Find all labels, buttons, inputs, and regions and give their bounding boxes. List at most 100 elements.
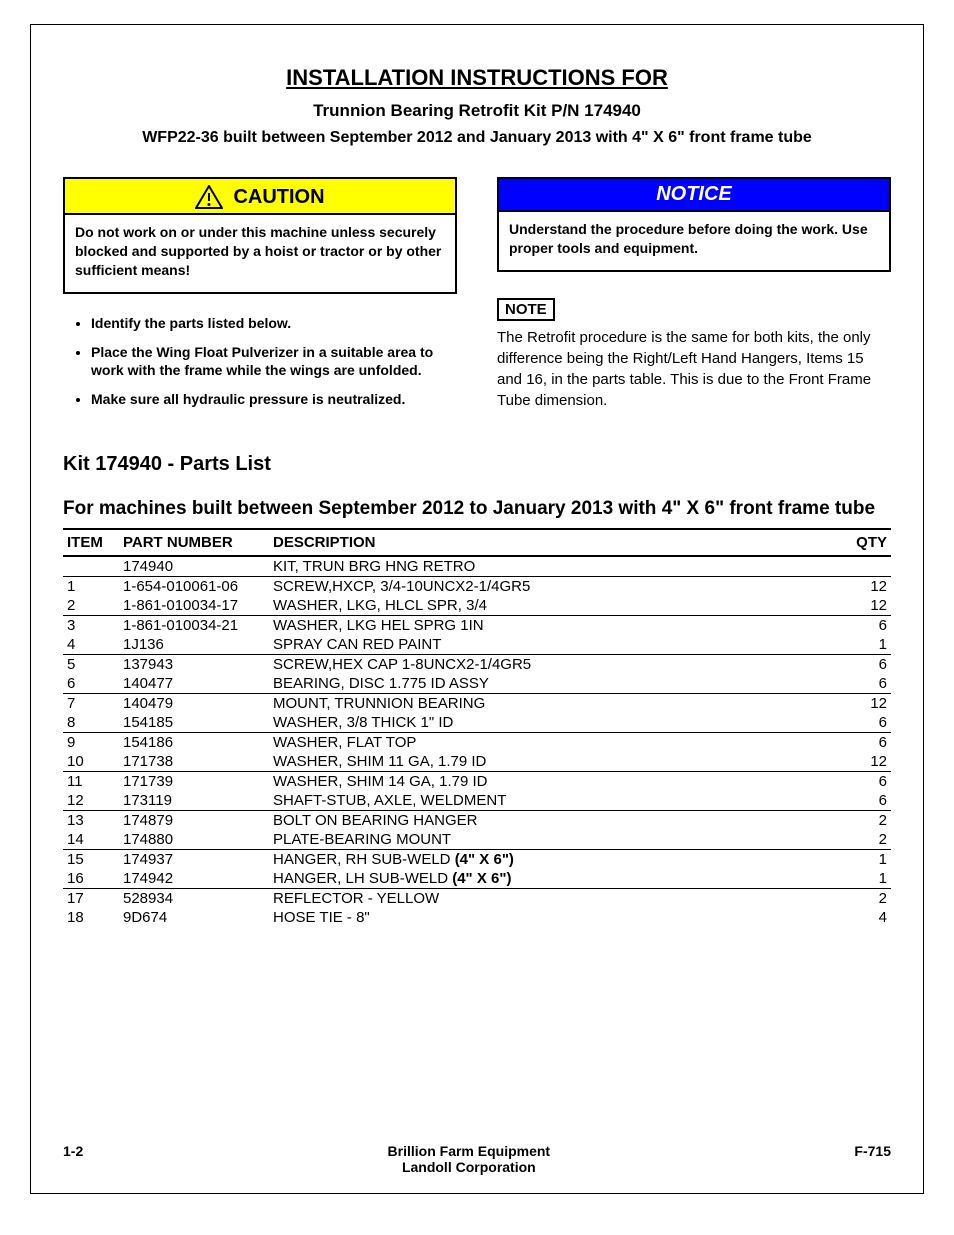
cell-part: 1-654-010061-06 bbox=[119, 576, 269, 596]
cell-qty: 6 bbox=[843, 674, 891, 694]
page-footer: 1-2 Brillion Farm Equipment Landoll Corp… bbox=[63, 1143, 891, 1175]
cell-desc: PLATE-BEARING MOUNT bbox=[269, 830, 843, 850]
cell-part: 174940 bbox=[119, 556, 269, 577]
cell-qty: 2 bbox=[843, 830, 891, 850]
cell-part: 154186 bbox=[119, 732, 269, 752]
notice-header: NOTICE bbox=[499, 179, 889, 212]
notice-box: NOTICE Understand the procedure before d… bbox=[497, 177, 891, 272]
page-frame: INSTALLATION INSTRUCTIONS FOR Trunnion B… bbox=[30, 24, 924, 1194]
cell-part: 9D674 bbox=[119, 908, 269, 927]
cell-qty bbox=[843, 556, 891, 577]
cell-part: 174879 bbox=[119, 810, 269, 830]
cell-desc: WASHER, FLAT TOP bbox=[269, 732, 843, 752]
footer-doc-number: F-715 bbox=[854, 1143, 891, 1159]
cell-item: 6 bbox=[63, 674, 119, 694]
cell-qty: 1 bbox=[843, 635, 891, 655]
col-item: ITEM bbox=[63, 529, 119, 556]
instruction-bullets: Identify the parts listed below. Place t… bbox=[63, 314, 457, 410]
cell-item: 3 bbox=[63, 615, 119, 635]
cell-item bbox=[63, 556, 119, 577]
cell-desc: BOLT ON BEARING HANGER bbox=[269, 810, 843, 830]
cell-qty: 4 bbox=[843, 908, 891, 927]
footer-page-number: 1-2 bbox=[63, 1143, 83, 1159]
footer-center: Brillion Farm Equipment Landoll Corporat… bbox=[83, 1143, 854, 1175]
table-row: 13174879BOLT ON BEARING HANGER2 bbox=[63, 810, 891, 830]
cell-part: 528934 bbox=[119, 888, 269, 908]
cell-qty: 12 bbox=[843, 576, 891, 596]
cell-item: 16 bbox=[63, 869, 119, 889]
table-row: 9154186WASHER, FLAT TOP6 bbox=[63, 732, 891, 752]
cell-desc: WASHER, 3/8 THICK 1" ID bbox=[269, 713, 843, 733]
warning-triangle-icon bbox=[195, 185, 223, 209]
cell-desc: BEARING, DISC 1.775 ID ASSY bbox=[269, 674, 843, 694]
table-row: 41J136SPRAY CAN RED PAINT1 bbox=[63, 635, 891, 655]
table-row: 12173119SHAFT-STUB, AXLE, WELDMENT6 bbox=[63, 791, 891, 811]
cell-desc: MOUNT, TRUNNION BEARING bbox=[269, 693, 843, 713]
table-row: 10171738WASHER, SHIM 11 GA, 1.79 ID12 bbox=[63, 752, 891, 772]
cell-desc: WASHER, SHIM 11 GA, 1.79 ID bbox=[269, 752, 843, 772]
cell-item: 10 bbox=[63, 752, 119, 772]
note-block: NOTE The Retrofit procedure is the same … bbox=[497, 298, 891, 411]
notice-body: Understand the procedure before doing th… bbox=[499, 212, 889, 270]
cell-qty: 2 bbox=[843, 888, 891, 908]
cell-item: 7 bbox=[63, 693, 119, 713]
cell-desc: REFLECTOR - YELLOW bbox=[269, 888, 843, 908]
table-row: 6140477BEARING, DISC 1.775 ID ASSY6 bbox=[63, 674, 891, 694]
cell-qty: 1 bbox=[843, 869, 891, 889]
cell-desc: WASHER, LKG HEL SPRG 1IN bbox=[269, 615, 843, 635]
left-column: CAUTION Do not work on or under this mac… bbox=[63, 177, 457, 419]
main-title: INSTALLATION INSTRUCTIONS FOR bbox=[63, 65, 891, 91]
table-row: 16174942HANGER, LH SUB-WELD (4" X 6")1 bbox=[63, 869, 891, 889]
cell-qty: 6 bbox=[843, 615, 891, 635]
cell-desc: WASHER, LKG, HLCL SPR, 3/4 bbox=[269, 596, 843, 616]
caution-box: CAUTION Do not work on or under this mac… bbox=[63, 177, 457, 294]
cell-item: 11 bbox=[63, 771, 119, 791]
cell-part: 1-861-010034-21 bbox=[119, 615, 269, 635]
cell-qty: 12 bbox=[843, 596, 891, 616]
footer-company-2: Landoll Corporation bbox=[83, 1159, 854, 1175]
cell-qty: 6 bbox=[843, 732, 891, 752]
cell-qty: 12 bbox=[843, 693, 891, 713]
cell-qty: 6 bbox=[843, 771, 891, 791]
cell-qty: 2 bbox=[843, 810, 891, 830]
cell-part: 171739 bbox=[119, 771, 269, 791]
cell-item: 14 bbox=[63, 830, 119, 850]
caution-body: Do not work on or under this machine unl… bbox=[65, 215, 455, 292]
cell-part: 171738 bbox=[119, 752, 269, 772]
cell-item: 15 bbox=[63, 849, 119, 869]
footer-company-1: Brillion Farm Equipment bbox=[83, 1143, 854, 1159]
cell-item: 1 bbox=[63, 576, 119, 596]
cell-part: 173119 bbox=[119, 791, 269, 811]
cell-item: 12 bbox=[63, 791, 119, 811]
title-block: INSTALLATION INSTRUCTIONS FOR Trunnion B… bbox=[63, 65, 891, 147]
cell-part: 174937 bbox=[119, 849, 269, 869]
page-content: INSTALLATION INSTRUCTIONS FOR Trunnion B… bbox=[63, 65, 891, 1123]
parts-table: ITEM PART NUMBER DESCRIPTION QTY 174940K… bbox=[63, 528, 891, 927]
cell-item: 4 bbox=[63, 635, 119, 655]
cell-qty: 1 bbox=[843, 849, 891, 869]
parts-list-heading: Kit 174940 - Parts List bbox=[63, 453, 891, 476]
cell-desc: SHAFT-STUB, AXLE, WELDMENT bbox=[269, 791, 843, 811]
table-row: 17528934REFLECTOR - YELLOW2 bbox=[63, 888, 891, 908]
cell-desc: KIT, TRUN BRG HNG RETRO bbox=[269, 556, 843, 577]
cell-desc: SCREW,HXCP, 3/4-10UNCX2-1/4GR5 bbox=[269, 576, 843, 596]
table-subheading: For machines built between September 201… bbox=[63, 496, 891, 522]
cell-item: 9 bbox=[63, 732, 119, 752]
table-row: 15174937HANGER, RH SUB-WELD (4" X 6")1 bbox=[63, 849, 891, 869]
cell-desc: HANGER, LH SUB-WELD (4" X 6") bbox=[269, 869, 843, 889]
cell-part: 1J136 bbox=[119, 635, 269, 655]
cell-item: 17 bbox=[63, 888, 119, 908]
right-column: NOTICE Understand the procedure before d… bbox=[497, 177, 891, 419]
cell-part: 1-861-010034-17 bbox=[119, 596, 269, 616]
bullet-item: Make sure all hydraulic pressure is neut… bbox=[91, 390, 457, 409]
two-column-region: CAUTION Do not work on or under this mac… bbox=[63, 177, 891, 419]
cell-part: 140477 bbox=[119, 674, 269, 694]
cell-part: 174880 bbox=[119, 830, 269, 850]
cell-desc: SCREW,HEX CAP 1-8UNCX2-1/4GR5 bbox=[269, 654, 843, 674]
caution-header: CAUTION bbox=[65, 179, 455, 215]
note-text: The Retrofit procedure is the same for b… bbox=[497, 327, 891, 411]
cell-qty: 6 bbox=[843, 791, 891, 811]
table-header-row: ITEM PART NUMBER DESCRIPTION QTY bbox=[63, 529, 891, 556]
table-row: 7140479MOUNT, TRUNNION BEARING12 bbox=[63, 693, 891, 713]
sub-title: Trunnion Bearing Retrofit Kit P/N 174940 bbox=[63, 101, 891, 121]
